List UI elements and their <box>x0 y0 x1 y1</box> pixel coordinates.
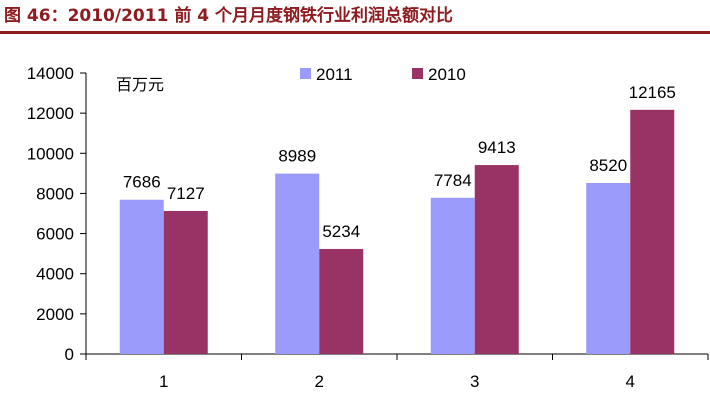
bar-2010-2 <box>319 248 364 354</box>
legend-label: 2010 <box>428 65 466 84</box>
bar-2011-4 <box>586 182 631 354</box>
data-label: 7686 <box>123 173 161 192</box>
bars <box>119 109 675 354</box>
y-tick-label: 14000 <box>27 64 74 83</box>
legend-swatch-2010 <box>412 68 423 79</box>
bar-2011-1 <box>119 199 164 354</box>
y-tick-label: 12000 <box>27 104 74 123</box>
y-tick-label: 0 <box>65 345 74 364</box>
figure-title: 图 46：2010/2011 前 4 个月月度钢铁行业利润总额对比 <box>4 6 453 26</box>
axes: 0 2000 4000 6000 8000 10000 12000 14000 1 2 3 4 <box>27 64 709 391</box>
y-tick-label: 6000 <box>36 225 74 244</box>
data-label: 8989 <box>278 147 316 166</box>
data-label: 7127 <box>167 184 205 203</box>
unit-label: 百万元 <box>116 75 164 94</box>
x-tick-label: 4 <box>626 372 635 391</box>
bar-2011-2 <box>275 173 320 354</box>
y-tick-label: 2000 <box>36 305 74 324</box>
legend: 2011 2010 <box>300 65 466 84</box>
data-labels: 7686 7127 8989 5234 7784 9413 8520 12165 <box>123 83 676 241</box>
bar-2010-1 <box>163 210 208 354</box>
y-tick-label: 8000 <box>36 184 74 203</box>
y-tick-label: 10000 <box>27 144 74 163</box>
data-label: 12165 <box>629 83 676 102</box>
title-rule <box>0 31 710 34</box>
data-label: 7784 <box>434 171 472 190</box>
bar-2010-3 <box>474 165 519 354</box>
x-tick-label: 2 <box>315 372 324 391</box>
data-label: 5234 <box>322 222 360 241</box>
bar-2011-3 <box>430 197 475 354</box>
legend-label: 2011 <box>316 65 353 84</box>
y-tick-label: 4000 <box>36 265 74 284</box>
x-tick-label: 3 <box>470 372 479 391</box>
data-label: 9413 <box>478 138 516 157</box>
x-tick-label: 1 <box>159 372 168 391</box>
legend-swatch-2011 <box>300 68 311 79</box>
data-label: 8520 <box>589 156 627 175</box>
bar-2010-4 <box>630 109 675 354</box>
